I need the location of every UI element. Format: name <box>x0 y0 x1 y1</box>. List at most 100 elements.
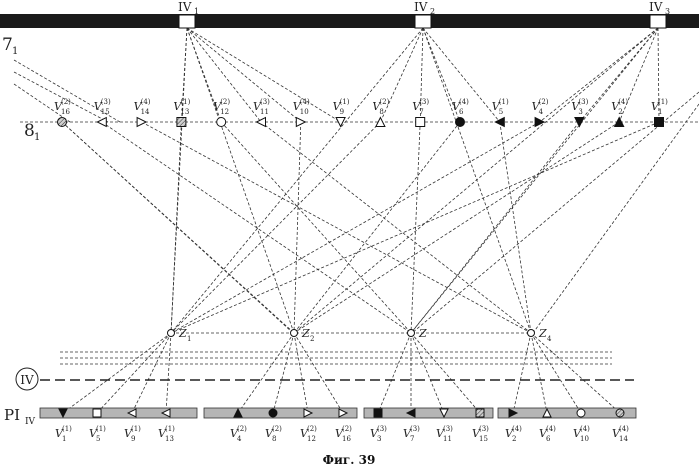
svg-text:(3): (3) <box>419 98 429 106</box>
row-item-9-label: V(3)7 <box>412 98 429 116</box>
svg-text:(2): (2) <box>307 425 317 433</box>
row-item-3-label: V(1)13 <box>173 98 190 116</box>
z-to-group-line <box>411 333 480 413</box>
pi-label: PI <box>4 406 20 424</box>
z-to-group-line <box>513 333 531 413</box>
iv-node-box <box>415 15 431 28</box>
svg-text:(2): (2) <box>342 425 352 433</box>
group-1-item-0-label: V(2)4 <box>230 425 247 443</box>
iv-marker-label: IV <box>20 373 34 387</box>
group-3-item-0-label: V(4)2 <box>505 425 522 443</box>
pi-sub: IV <box>25 417 36 427</box>
svg-text:(4): (4) <box>580 425 590 433</box>
svg-text:(3): (3) <box>443 425 453 433</box>
svg-text:14: 14 <box>141 108 150 116</box>
row-to-z-line <box>221 122 411 333</box>
svg-text:1: 1 <box>658 108 662 116</box>
svg-text:(2): (2) <box>237 425 247 433</box>
pi-strip: V(1)1V(1)5V(1)9V(1)13V(2)4V(2)8V(2)12V(2… <box>40 408 636 443</box>
row-item-5-label: V(3)11 <box>253 98 270 116</box>
svg-text:(1): (1) <box>165 425 175 433</box>
z-to-group-line <box>132 333 171 413</box>
row-item-6-tri-right-open-icon <box>296 118 305 127</box>
svg-text:7: 7 <box>410 435 414 443</box>
z-to-group-line <box>531 333 620 413</box>
group-0-item-1-label: V(1)5 <box>89 425 106 443</box>
edge-line <box>533 104 699 333</box>
row-to-z-line <box>171 122 380 333</box>
z-node-marker <box>528 330 535 337</box>
row-item-15-label: V(1)1 <box>651 98 668 116</box>
z-to-group-line <box>273 333 294 413</box>
svg-text:13: 13 <box>180 108 189 116</box>
svg-text:3: 3 <box>377 435 381 443</box>
iv-node-sub: 3 <box>665 7 670 16</box>
group-1-item-1-circle-filled-icon <box>269 409 277 417</box>
svg-text:(1): (1) <box>180 98 190 106</box>
z-node-sub: 4 <box>547 335 552 343</box>
z-node-sub: 2 <box>310 335 314 343</box>
iv-node-label: IV <box>649 0 663 14</box>
svg-text:11: 11 <box>443 435 452 443</box>
iv-node-label: IV <box>178 0 192 14</box>
svg-text:2: 2 <box>512 435 516 443</box>
z-node-label: Z <box>418 327 427 340</box>
row-item-7-label: V(1)9 <box>333 98 350 116</box>
svg-text:(4): (4) <box>618 98 628 106</box>
svg-text:(1): (1) <box>340 98 350 106</box>
row-item-13-label: V(3)3 <box>571 98 588 116</box>
group-0-item-3-label: V(1)13 <box>158 425 175 443</box>
svg-text:(1): (1) <box>499 98 509 106</box>
row-item-6-label: V(4)10 <box>293 98 310 116</box>
svg-text:3: 3 <box>578 108 582 116</box>
row-item-10-circle-filled-icon <box>456 118 465 127</box>
group-3-item-3-circle-hatch-icon <box>616 409 624 417</box>
group-1-item-1-label: V(2)8 <box>265 425 282 443</box>
row-to-z-line <box>171 122 659 333</box>
pi-segment <box>364 408 493 418</box>
svg-text:12: 12 <box>220 108 229 116</box>
svg-text:13: 13 <box>165 435 174 443</box>
z-node-marker <box>168 330 175 337</box>
top-bar <box>0 14 699 28</box>
row-to-z-line <box>171 122 540 333</box>
svg-text:(4): (4) <box>459 98 469 106</box>
z-to-group-line <box>378 333 411 413</box>
svg-text:(4): (4) <box>546 425 556 433</box>
row-item-0-circle-hatch-icon <box>58 118 67 127</box>
svg-text:(3): (3) <box>101 98 111 106</box>
svg-text:7: 7 <box>419 108 423 116</box>
svg-text:(1): (1) <box>658 98 668 106</box>
svg-text:4: 4 <box>237 435 242 443</box>
z-nodes: Z1Z2ZZ4 <box>168 327 553 343</box>
svg-text:(3): (3) <box>410 425 420 433</box>
group-1-item-2-label: V(2)12 <box>300 425 317 443</box>
row-item-1-tri-left-open-icon <box>97 118 106 127</box>
row-to-z-line <box>171 122 181 333</box>
svg-text:(4): (4) <box>141 98 151 106</box>
z-node-marker <box>291 330 298 337</box>
row-to-z-line <box>261 122 531 333</box>
group-2-item-3-square-hatch-icon <box>476 409 484 417</box>
row-to-z-line <box>294 122 619 333</box>
svg-text:(2): (2) <box>272 425 282 433</box>
row-item-2-tri-right-open-icon <box>137 118 146 127</box>
pi-segment <box>498 408 636 418</box>
row-item-12-tri-right-filled-icon <box>535 118 544 127</box>
svg-text:12: 12 <box>307 435 316 443</box>
iv-to-z-line <box>411 28 658 333</box>
svg-text:(3): (3) <box>578 98 588 106</box>
svg-text:9: 9 <box>131 435 135 443</box>
row-item-11-tri-left-filled-icon <box>495 118 504 127</box>
row-item-4-circle-open-icon <box>217 118 226 127</box>
svg-text:10: 10 <box>300 108 309 116</box>
svg-text:(3): (3) <box>377 425 387 433</box>
row-item-15-square-filled-icon <box>655 118 664 127</box>
svg-text:(2): (2) <box>220 98 230 106</box>
row-item-10-label: V(4)6 <box>452 98 469 116</box>
row-to-z-line <box>294 122 460 333</box>
row-item-5-tri-left-open-icon <box>257 118 266 127</box>
iv-to-z-line <box>171 28 423 333</box>
